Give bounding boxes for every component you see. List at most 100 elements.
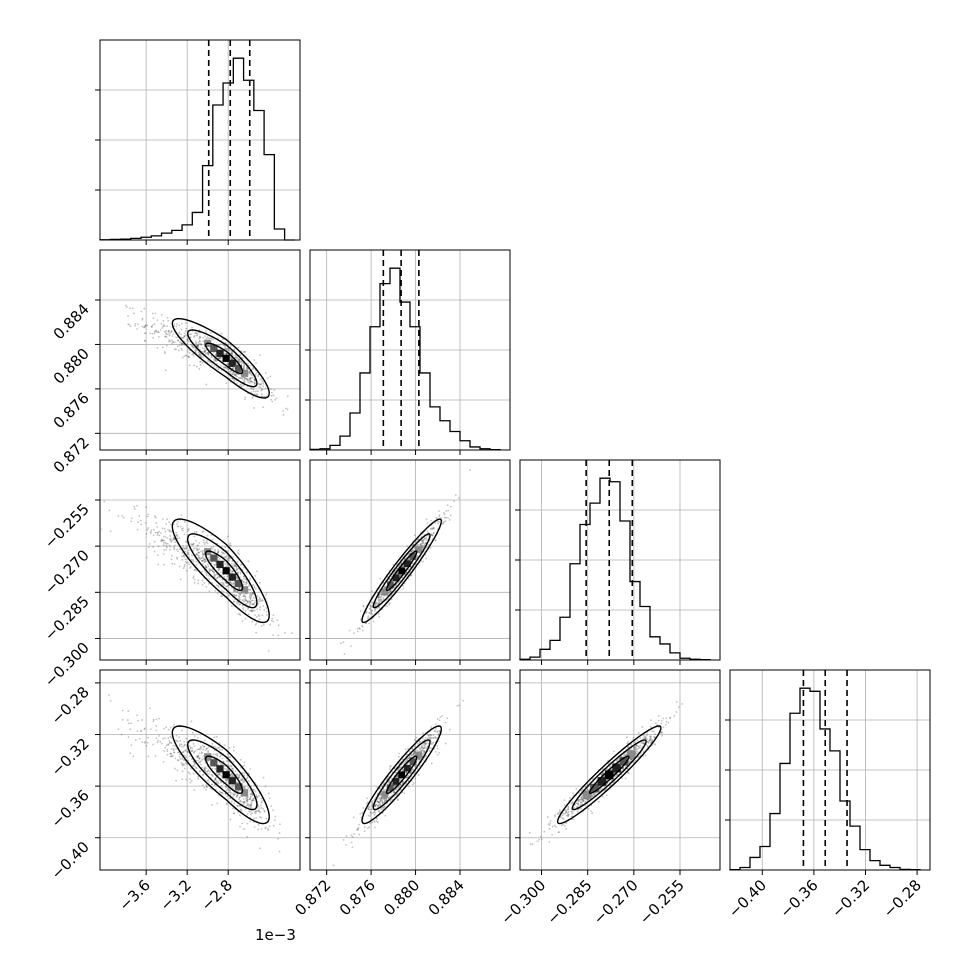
scatter-point [434,723,437,726]
scatter-point [200,356,203,358]
scatter-point [242,779,245,782]
scatter-point [149,532,152,534]
scatter-point [162,518,164,520]
scatter-point [243,764,246,767]
scatter-point [155,331,158,333]
scatter-point [256,809,259,812]
scatter-point [241,604,244,607]
scatter-point [242,607,245,609]
scatter-point [373,821,376,823]
scatter-point [194,342,197,345]
scatter-point [242,781,244,783]
scatter-point [368,604,371,607]
scatter-point [195,553,197,556]
scatter-point [264,785,267,788]
scatter-point [435,736,438,739]
scatter-point [422,749,425,752]
scatter-point [244,398,246,401]
scatter-point [184,550,187,553]
scatter-point [371,801,374,804]
scatter-point [560,816,562,819]
scatter-point [373,820,376,822]
scatter-point [195,349,198,352]
density-block [398,771,405,779]
scatter-point [581,799,584,802]
scatter-point [167,743,170,746]
scatter-point [208,558,211,561]
density-block [241,369,249,377]
scatter-point [126,719,129,721]
scatter-point [384,586,387,588]
scatter-point [387,796,390,799]
scatter-point [164,335,167,338]
scatter-point [188,364,191,367]
scatter-point [186,338,189,341]
scatter-point [213,572,215,575]
scatter-point [433,527,436,530]
scatter-point [186,338,189,341]
scatter-point [190,543,193,546]
scatter-point [177,349,180,352]
scatter-point [193,547,196,550]
scatter-point [180,761,183,764]
scatter-point [218,773,221,776]
scatter-point [199,747,202,750]
scatter-point [198,353,201,356]
scatter-point [162,535,165,538]
scatter-point [261,387,263,390]
scatter-point [226,753,229,756]
scatter-point [180,342,183,344]
scatter-point [232,367,235,370]
scatter-point [160,322,163,325]
scatter-point [216,752,219,755]
scatter-point [154,531,157,534]
scatter-point [380,598,383,601]
scatter-point [381,799,384,802]
scatter-point [432,741,435,744]
scatter-point [232,812,235,815]
scatter-point [226,550,229,553]
scatter-point [229,818,232,821]
scatter-point [162,737,164,740]
scatter-point [231,570,234,573]
scatter-point [192,576,195,579]
scatter-point [390,589,393,592]
scatter-point [418,758,421,761]
scatter-point [157,331,160,333]
scatter-point [259,606,262,609]
scatter-point [249,592,252,595]
scatter-point [184,749,187,752]
scatter-point [422,737,424,740]
scatter-point [632,746,635,749]
scatter-point [272,394,275,397]
scatter-point [254,623,257,626]
scatter-point [232,795,234,798]
scatter-point [367,807,370,810]
scatter-point [385,797,388,800]
contour-line [385,550,418,592]
scatter-point [370,808,373,811]
scatter-point [429,539,431,542]
scatter-point [424,743,427,745]
scatter-point [369,606,372,608]
scatter-point [449,728,451,731]
scatter-point [207,354,210,356]
scatter-point [218,761,221,764]
scatter-point [230,604,233,607]
scatter-point [402,769,405,771]
scatter-point [421,749,424,752]
density-block [234,579,243,588]
scatter-point [166,750,169,753]
scatter-point [646,732,649,734]
scatter-point [267,827,269,830]
contour-line [171,317,270,399]
scatter-point [641,741,644,744]
scatter-point [218,790,221,793]
scatter-point [430,736,433,739]
panel-hist-3 [725,669,931,871]
scatter-point [198,335,201,338]
scatter-point [231,373,234,376]
scatter-point [403,792,406,795]
scatter-point [384,799,386,802]
scatter-point [187,552,190,554]
